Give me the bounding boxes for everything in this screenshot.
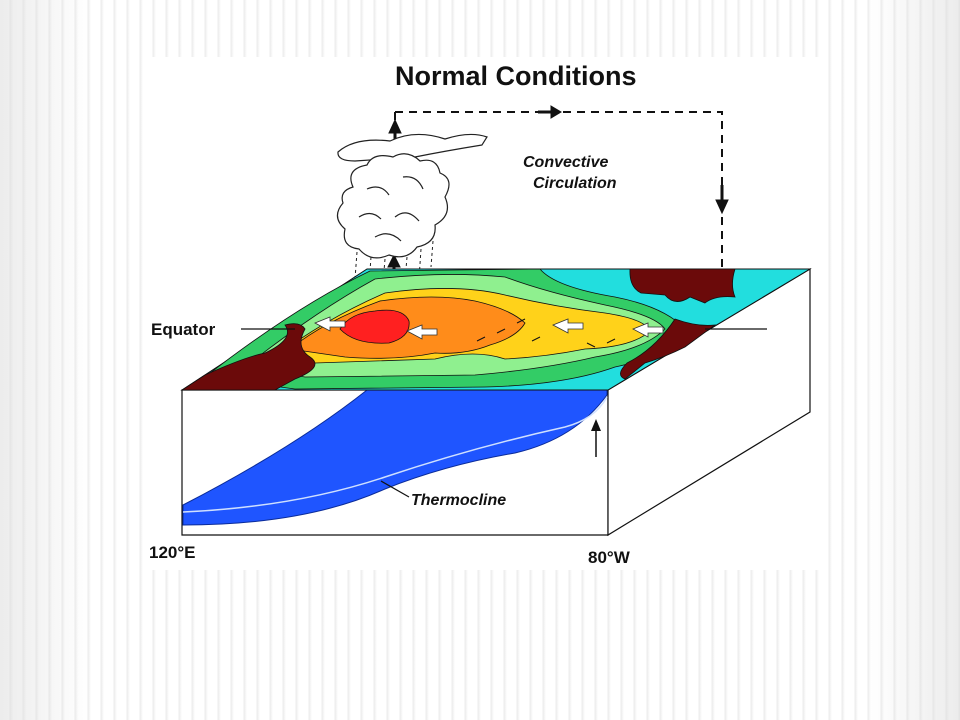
land-southeast xyxy=(620,318,717,380)
west-longitude-label: 120°E xyxy=(149,543,196,562)
small-current-arrows xyxy=(476,318,616,348)
diagram-title: Normal Conditions xyxy=(395,61,637,91)
svg-text:Convective: Convective xyxy=(523,154,608,171)
thermocline-line xyxy=(182,396,608,513)
convective-circulation-label: Convective Circulation xyxy=(523,154,617,192)
thermocline-pointer xyxy=(380,480,410,498)
storm-cloud-icon xyxy=(336,133,488,259)
normal-conditions-figure: Normal Conditions Convective xyxy=(145,57,824,570)
sst-band-warm-core xyxy=(339,309,410,344)
east-longitude-label: 80°W xyxy=(588,548,631,567)
deep-ocean-layer xyxy=(182,389,608,526)
trade-wind-arrows xyxy=(314,316,664,340)
thermocline-label: Thermocline xyxy=(411,492,506,509)
upwelling-arrow xyxy=(591,419,601,457)
svg-text:Circulation: Circulation xyxy=(533,175,617,192)
equator-label: Equator xyxy=(151,320,216,339)
land-east xyxy=(629,268,736,304)
land-west xyxy=(180,323,316,391)
